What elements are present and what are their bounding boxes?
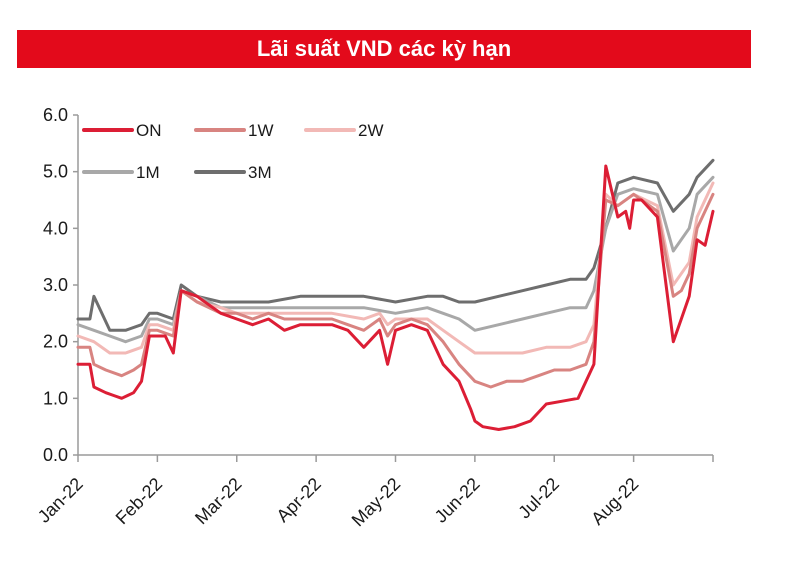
x-tick-label: Jul-22: [514, 474, 563, 523]
x-tick-label: Apr-22: [273, 474, 325, 526]
y-tick-label: 5.0: [43, 162, 68, 182]
x-tick-label: May-22: [348, 474, 405, 531]
y-tick-label: 2.0: [43, 332, 68, 352]
y-tick-label: 6.0: [43, 105, 68, 125]
y-tick-label: 3.0: [43, 275, 68, 295]
legend-label-on: ON: [136, 121, 162, 140]
y-tick-label: 0.0: [43, 445, 68, 465]
legend-label-3m: 3M: [248, 163, 272, 182]
y-tick-label: 1.0: [43, 388, 68, 408]
legend: ON 1W 2W 1M 3M: [82, 121, 384, 182]
legend-label-1w: 1W: [248, 121, 274, 140]
series-line-1w: [76, 192, 715, 389]
legend-label-2w: 2W: [358, 121, 384, 140]
y-ticks: 0.0 1.0 2.0 3.0 4.0 5.0 6.0: [43, 105, 78, 465]
legend-label-1m: 1M: [136, 163, 160, 182]
series-lines: [76, 158, 715, 431]
series-line-1m: [76, 175, 715, 344]
series-line-2w: [76, 181, 715, 355]
x-tick-label: Feb-22: [112, 474, 166, 528]
x-tick-label: Jan-22: [34, 474, 87, 527]
axes: [77, 115, 713, 456]
x-ticks: Jan-22 Feb-22 Mar-22 Apr-22 May-22 Jun-22 Jul-…: [34, 455, 714, 531]
x-tick-label: Aug-22: [587, 474, 642, 529]
x-tick-label: Jun-22: [431, 474, 484, 527]
series-line-3m: [76, 158, 715, 332]
x-tick-label: Mar-22: [191, 474, 245, 528]
y-tick-label: 4.0: [43, 218, 68, 238]
series-line-on: [76, 164, 715, 431]
chart-title: Lãi suất VND các kỳ hạn: [17, 30, 751, 68]
